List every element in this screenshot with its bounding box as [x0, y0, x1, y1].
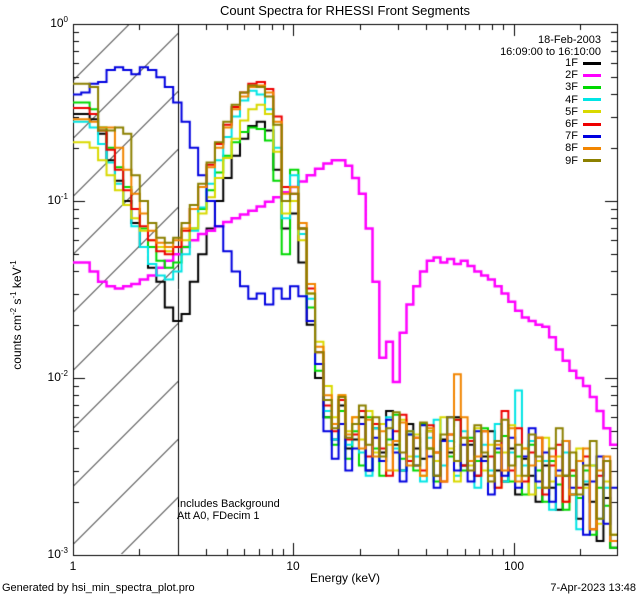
legend-label-2f: 2F	[565, 69, 578, 82]
legend-item-7f: 7F	[565, 130, 601, 142]
legend-item-9f: 9F	[565, 155, 601, 167]
legend-swatch-3f	[583, 85, 601, 89]
legend-swatch-9f	[583, 159, 601, 163]
legend-item-5f: 5F	[565, 106, 601, 118]
legend-label-6f: 6F	[565, 118, 578, 131]
legend-label-9f: 9F	[565, 154, 578, 167]
x-axis-label: Energy (keV)	[309, 571, 381, 585]
legend-item-8f: 8F	[565, 142, 601, 154]
legend-swatch-6f	[583, 122, 601, 126]
legend: 1F 2F 3F 4F 5F 6F 7F 8F 9F	[565, 57, 601, 167]
legend-item-4f: 4F	[565, 94, 601, 106]
legend-swatch-8f	[583, 146, 601, 150]
legend-swatch-5f	[583, 110, 601, 114]
legend-label-8f: 8F	[565, 142, 578, 155]
x-tick-label-100: 100	[503, 559, 525, 573]
legend-swatch-7f	[583, 134, 601, 138]
y-tick-label-1e-1: 10-1	[47, 192, 68, 208]
plot-notes: Includes Background Att A0, FDecim 1	[177, 498, 280, 522]
y-tick-label-1e0: 100	[50, 15, 68, 31]
observation-interval: 16:09:00 to 16:10:00	[500, 46, 601, 58]
y-tick-label-1e-3: 10-3	[47, 546, 68, 562]
legend-swatch-4f	[583, 98, 601, 102]
render-timestamp: 7-Apr-2023 13:48	[550, 582, 636, 594]
note-attenuator-state: Att A0, FDecim 1	[177, 509, 260, 522]
legend-item-3f: 3F	[565, 81, 601, 93]
legend-item-2f: 2F	[565, 69, 601, 81]
legend-swatch-1f	[583, 61, 601, 65]
legend-label-7f: 7F	[565, 130, 578, 143]
legend-label-1f: 1F	[565, 57, 578, 70]
x-tick-label-10: 10	[286, 559, 300, 573]
y-tick-label-1e-2: 10-2	[47, 369, 68, 385]
generator-credit: Generated by hsi_min_spectra_plot.pro	[2, 582, 195, 594]
observation-date: 18-Feb-2003	[538, 34, 601, 46]
legend-swatch-2f	[583, 73, 601, 77]
page-title: Count Spectra for RHESSI Front Segments	[220, 3, 470, 18]
y-axis-label: counts cm-2 s-1 keV-1	[9, 260, 24, 370]
legend-label-4f: 4F	[565, 93, 578, 106]
note-includes-background: Includes Background	[177, 498, 280, 510]
x-tick-label-1: 1	[69, 559, 77, 573]
legend-label-5f: 5F	[565, 105, 578, 118]
legend-label-3f: 3F	[565, 81, 578, 94]
legend-item-1f: 1F	[565, 57, 601, 69]
legend-item-6f: 6F	[565, 118, 601, 130]
